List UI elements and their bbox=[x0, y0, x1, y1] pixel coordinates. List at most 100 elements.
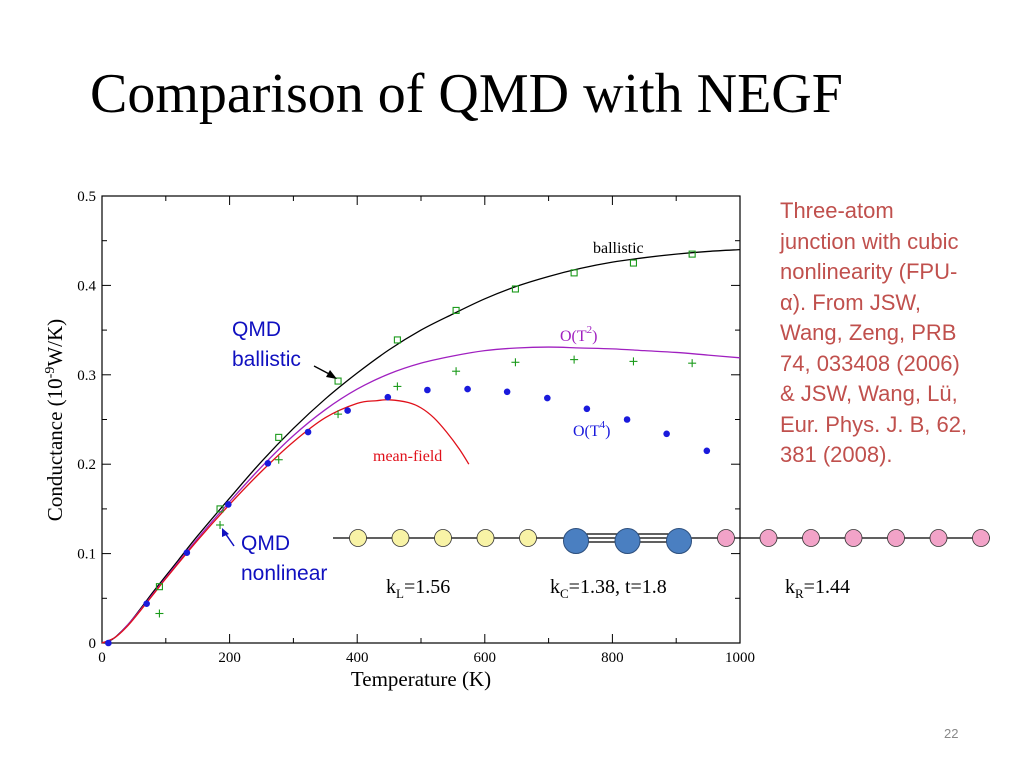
y-tick-label: 0 bbox=[89, 636, 97, 652]
y-tick-label: 0.5 bbox=[77, 189, 96, 205]
atom-right bbox=[802, 529, 820, 547]
label-kR-tail: =1.44 bbox=[804, 576, 850, 598]
atom-center bbox=[563, 528, 589, 554]
data-point-dot bbox=[424, 386, 431, 394]
axis-ticks bbox=[101, 195, 741, 644]
atom-left bbox=[391, 529, 410, 547]
note-line: & JSW, Wang, Lü, bbox=[780, 381, 958, 406]
y-axis-label-tail: W/K) bbox=[43, 319, 67, 367]
label-qmd-ballistic-line1: QMD bbox=[232, 318, 281, 341]
y-axis-label-base: Conductance (10 bbox=[43, 378, 67, 521]
data-point-square bbox=[570, 269, 578, 277]
series-layer bbox=[101, 248, 741, 647]
atom-left bbox=[349, 529, 367, 547]
label-o-t2-sup: 2 bbox=[587, 324, 593, 336]
atom-right bbox=[844, 529, 863, 547]
label-kL-base: k bbox=[386, 576, 396, 598]
data-point-square bbox=[393, 336, 401, 344]
y-tick-label: 0.4 bbox=[77, 278, 96, 294]
x-axis-label: Temperature (K) bbox=[351, 667, 491, 691]
label-o-t2-base: O(T bbox=[560, 328, 587, 345]
note-line: nonlinearity (FPU- bbox=[780, 259, 958, 284]
data-point-dot bbox=[663, 430, 670, 438]
y-axis-label: Conductance (10-9W/K) bbox=[43, 319, 67, 521]
atom-right bbox=[887, 529, 905, 547]
slide-title: Comparison of QMD with NEGF bbox=[90, 63, 843, 125]
atom-center bbox=[614, 528, 641, 554]
data-point-dot bbox=[264, 460, 272, 467]
data-point-plus bbox=[334, 410, 343, 419]
label-o-t4-tail: ) bbox=[605, 423, 610, 440]
data-point-square bbox=[334, 377, 342, 385]
atom-left bbox=[519, 529, 537, 547]
label-o-t2-tail: ) bbox=[592, 328, 597, 345]
label-o-t4: O(T4) bbox=[573, 419, 610, 440]
label-o-t4-sup: 4 bbox=[600, 419, 606, 431]
label-qmd-ballistic-line2: ballistic bbox=[232, 348, 301, 371]
data-point-square bbox=[688, 250, 696, 258]
x-tick-label: 800 bbox=[601, 650, 624, 666]
label-ballistic: ballistic bbox=[593, 240, 644, 257]
note-line: Three-atom bbox=[780, 198, 894, 223]
label-kC-tail: =1.38, t=1.8 bbox=[569, 576, 667, 598]
data-point-dot bbox=[583, 405, 591, 413]
data-point-plus bbox=[688, 359, 697, 368]
series-line-mean-field bbox=[101, 399, 470, 644]
data-point-dot bbox=[225, 501, 232, 508]
label-kR: kR=1.44 bbox=[785, 576, 850, 601]
data-point-square bbox=[629, 259, 638, 267]
atom-right bbox=[929, 529, 948, 547]
y-tick-label: 0.3 bbox=[77, 368, 96, 384]
y-tick-label: 0.1 bbox=[77, 547, 96, 563]
data-point-dot bbox=[544, 394, 551, 402]
label-qmd-nonlinear-line1: QMD bbox=[241, 532, 290, 555]
atom-right bbox=[717, 529, 735, 547]
note-line: 74, 033408 (2006) bbox=[780, 350, 960, 376]
data-point-plus bbox=[452, 367, 461, 376]
data-point-plus bbox=[511, 358, 520, 367]
data-point-dot bbox=[384, 393, 392, 401]
label-qmd-nonlinear-line2: nonlinear bbox=[241, 562, 327, 585]
note-line: junction with cubic bbox=[780, 228, 959, 254]
reference-note: Three-atom junction with cubic nonlinear… bbox=[780, 196, 1010, 471]
label-kC: kC=1.38, t=1.8 bbox=[550, 576, 667, 601]
x-tick-label: 400 bbox=[346, 650, 369, 666]
data-point-dot bbox=[304, 428, 312, 436]
data-point-dot bbox=[344, 407, 351, 414]
label-qmd-ballistic: QMD ballistic bbox=[232, 318, 301, 371]
data-point-plus bbox=[216, 520, 225, 529]
data-point-plus bbox=[570, 355, 579, 364]
series-line-o-t2- bbox=[101, 346, 741, 644]
atom-left bbox=[434, 529, 452, 547]
x-tick-label: 600 bbox=[474, 650, 497, 666]
label-qmd-nonlinear: QMD nonlinear bbox=[241, 532, 327, 585]
label-kR-sub: R bbox=[795, 586, 804, 601]
label-o-t4-base: O(T bbox=[573, 423, 600, 440]
atom-center bbox=[666, 528, 692, 554]
data-point-square bbox=[216, 505, 224, 513]
x-tick-label: 200 bbox=[218, 650, 241, 666]
data-point-square bbox=[511, 285, 519, 293]
label-kL: kL=1.56 bbox=[386, 576, 450, 601]
data-point-plus bbox=[629, 357, 638, 366]
atom-right bbox=[972, 529, 990, 547]
data-point-dot bbox=[623, 416, 631, 423]
note-line: 381 (2008). bbox=[780, 442, 893, 467]
y-tick-label: 0.2 bbox=[77, 457, 96, 473]
note-line: Wang, Zeng, PRB bbox=[780, 320, 957, 345]
data-point-plus bbox=[393, 382, 402, 391]
data-point-plus bbox=[155, 609, 164, 618]
data-point-dot bbox=[503, 388, 511, 396]
x-tick-labels: 0 200 400 600 800 1000 bbox=[98, 650, 755, 666]
x-tick-label: 0 bbox=[98, 650, 106, 666]
data-point-dot bbox=[703, 447, 711, 455]
label-mean-field: mean-field bbox=[373, 448, 442, 465]
atom-chain bbox=[333, 528, 990, 554]
y-axis-label-sup: -9 bbox=[43, 367, 58, 379]
data-point-plus bbox=[274, 455, 283, 464]
data-point-dot bbox=[143, 600, 150, 607]
page-number: 22 bbox=[944, 726, 959, 741]
label-kC-base: k bbox=[550, 576, 560, 598]
atom-left bbox=[476, 529, 495, 547]
note-line: Eur. Phys. J. B, 62, bbox=[780, 411, 968, 437]
